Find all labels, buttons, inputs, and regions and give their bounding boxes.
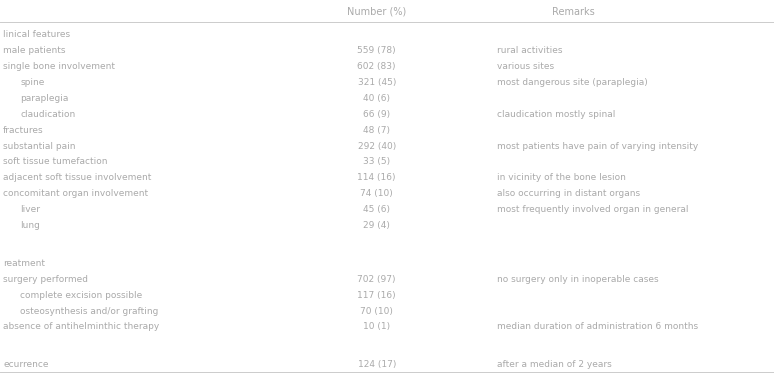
Text: 702 (97): 702 (97) (358, 275, 396, 284)
Text: various sites: various sites (497, 62, 554, 71)
Text: 40 (6): 40 (6) (363, 94, 390, 103)
Text: after a median of 2 years: after a median of 2 years (497, 360, 611, 369)
Text: reatment: reatment (3, 259, 45, 268)
Text: rural activities: rural activities (497, 46, 563, 55)
Text: substantial pain: substantial pain (3, 141, 76, 150)
Text: most patients have pain of varying intensity: most patients have pain of varying inten… (497, 141, 698, 150)
Text: 124 (17): 124 (17) (358, 360, 396, 369)
Text: 66 (9): 66 (9) (363, 110, 390, 119)
Text: surgery performed: surgery performed (3, 275, 88, 284)
Text: 45 (6): 45 (6) (363, 205, 390, 214)
Text: single bone involvement: single bone involvement (3, 62, 115, 71)
Text: most frequently involved organ in general: most frequently involved organ in genera… (497, 205, 688, 214)
Text: 559 (78): 559 (78) (358, 46, 396, 55)
Text: complete excision possible: complete excision possible (20, 291, 142, 300)
Text: lung: lung (20, 221, 40, 230)
Text: also occurring in distant organs: also occurring in distant organs (497, 189, 640, 198)
Text: concomitant organ involvement: concomitant organ involvement (3, 189, 149, 198)
Text: 292 (40): 292 (40) (358, 141, 396, 150)
Text: osteosynthesis and/or grafting: osteosynthesis and/or grafting (20, 307, 159, 315)
Text: absence of antihelminthic therapy: absence of antihelminthic therapy (3, 323, 159, 331)
Text: 48 (7): 48 (7) (363, 126, 390, 135)
Text: liver: liver (20, 205, 40, 214)
Text: 117 (16): 117 (16) (358, 291, 396, 300)
Text: in vicinity of the bone lesion: in vicinity of the bone lesion (497, 173, 625, 182)
Text: claudication: claudication (20, 110, 75, 119)
Text: claudication mostly spinal: claudication mostly spinal (497, 110, 615, 119)
Text: spine: spine (20, 78, 44, 87)
Text: paraplegia: paraplegia (20, 94, 68, 103)
Text: fractures: fractures (3, 126, 43, 135)
Text: ecurrence: ecurrence (3, 360, 49, 369)
Text: linical features: linical features (3, 30, 70, 39)
Text: 10 (1): 10 (1) (363, 323, 390, 331)
Text: adjacent soft tissue involvement: adjacent soft tissue involvement (3, 173, 152, 182)
Text: 321 (45): 321 (45) (358, 78, 396, 87)
Text: male patients: male patients (3, 46, 66, 55)
Text: 29 (4): 29 (4) (363, 221, 390, 230)
Text: no surgery only in inoperable cases: no surgery only in inoperable cases (497, 275, 659, 284)
Text: 70 (10): 70 (10) (360, 307, 393, 315)
Text: most dangerous site (paraplegia): most dangerous site (paraplegia) (497, 78, 648, 87)
Text: 114 (16): 114 (16) (358, 173, 396, 182)
Text: Number (%): Number (%) (347, 7, 406, 17)
Text: Remarks: Remarks (553, 7, 595, 17)
Text: 33 (5): 33 (5) (363, 157, 390, 166)
Text: 74 (10): 74 (10) (361, 189, 393, 198)
Text: median duration of administration 6 months: median duration of administration 6 mont… (497, 323, 698, 331)
Text: 602 (83): 602 (83) (358, 62, 396, 71)
Text: soft tissue tumefaction: soft tissue tumefaction (3, 157, 108, 166)
